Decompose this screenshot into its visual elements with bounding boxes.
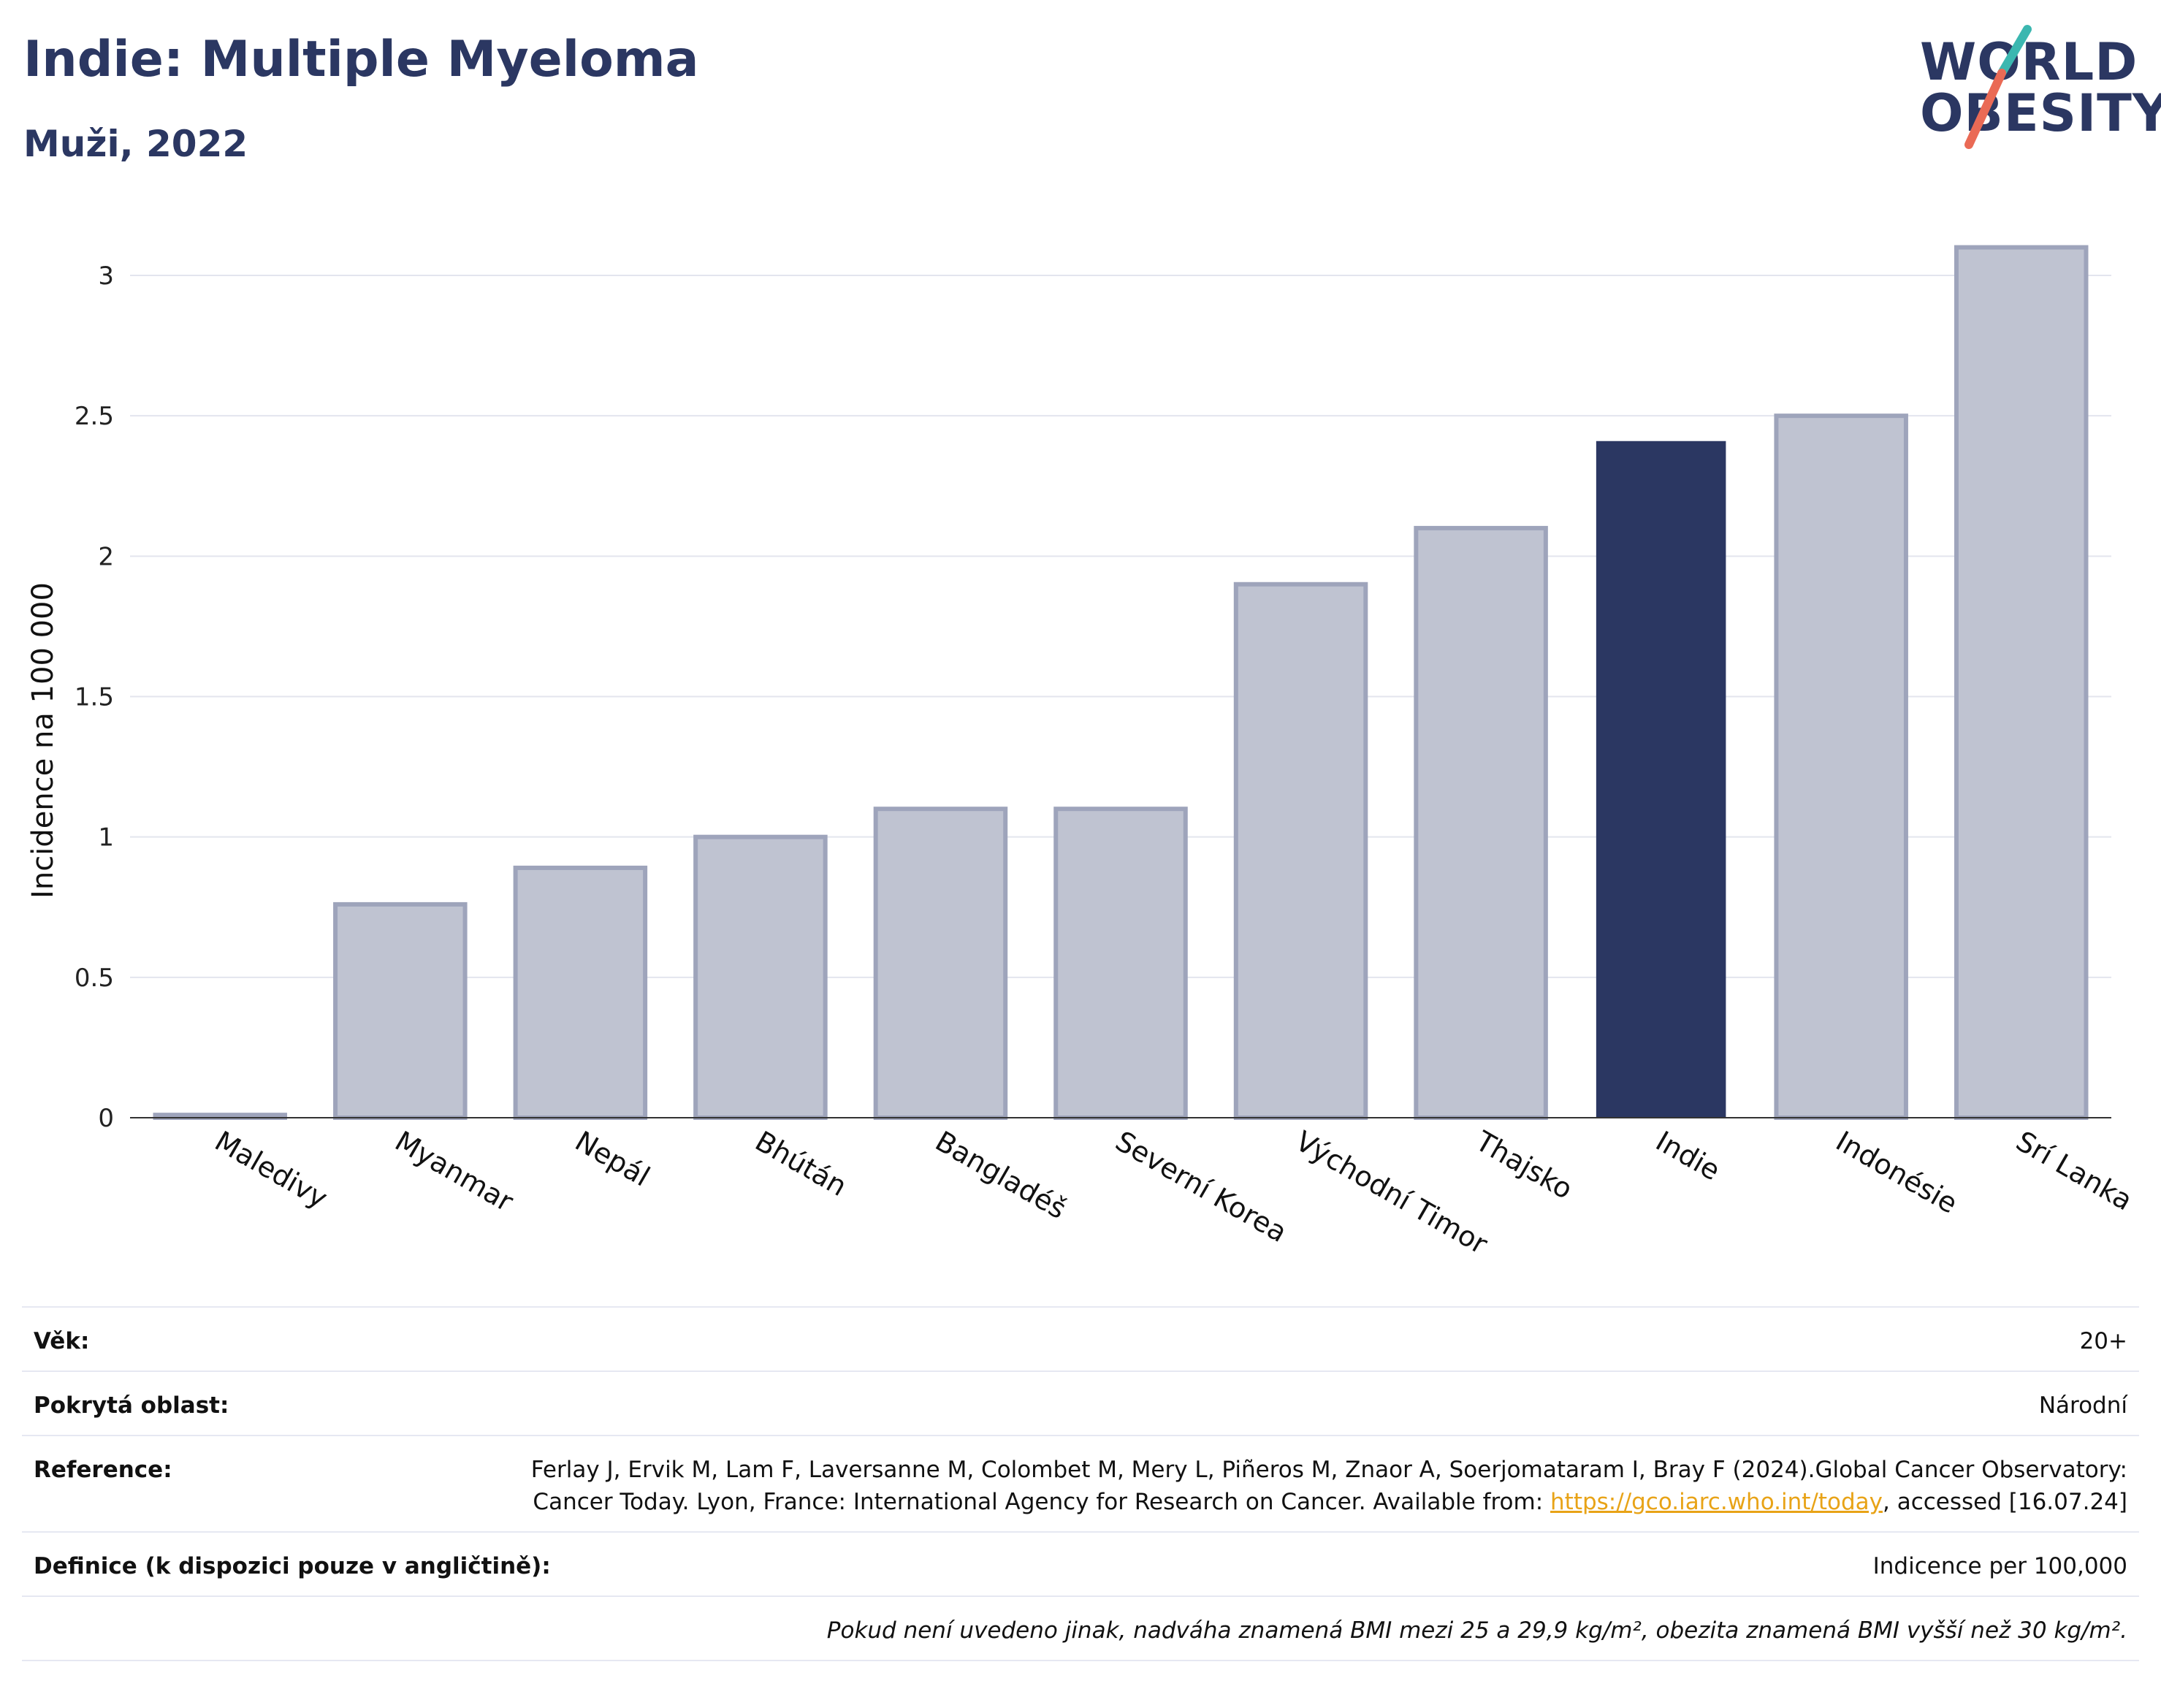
bar-bangladéš[interactable] [873,807,1008,1120]
bar-indonésie[interactable] [1774,413,1908,1120]
bar-bhútán[interactable] [693,834,828,1120]
meta-row-age: Věk: 20+ [22,1306,2139,1370]
age-value: 20+ [2079,1328,2127,1354]
bmi-note: Pokud není uvedeno jinak, nadváha znamen… [826,1617,2127,1644]
y-tick-label: 0 [98,1104,114,1133]
bar-indie[interactable] [1596,441,1726,1118]
y-tick-label: 2 [98,542,114,571]
x-tick-labels: Maledivy Myanmar Nepál Bhútán Bangladéš Sever… [210,1124,2138,1260]
meta-row-note: Pokud není uvedeno jinak, nadváha znamen… [22,1595,2139,1661]
meta-row-area: Pokrytá oblast: Národní [22,1370,2139,1435]
age-label: Věk: [34,1328,90,1354]
y-tick-label: 2.5 [75,402,114,431]
x-tick-label: Srí Lanka [2011,1125,2138,1217]
y-axis-title: Incidence na 100 000 [26,582,60,899]
definition-value: Indicence per 100,000 [1872,1553,2127,1579]
x-tick-label: Indonésie [1831,1125,1963,1220]
bar-myanmar[interactable] [333,901,468,1120]
metadata-table: Věk: 20+ Pokrytá oblast: Národní Referen… [22,1306,2139,1661]
x-tick-label: Východní Timor [1290,1125,1493,1261]
reference-link[interactable]: https://gco.iarc.who.int/today [1550,1489,1883,1515]
bars [153,245,2089,1121]
y-tick-label: 1.5 [75,683,114,712]
bar-chart: 0 0.5 1 1.5 2 2.5 3 Maledivy Myanmar Nepál Bhútán… [26,245,2138,1260]
definition-label: Definice (k dispozici pouze v angličtině… [34,1553,551,1579]
x-tick-label: Indie [1650,1125,1726,1187]
meta-row-reference: Reference: Ferlay J, Ervik M, Lam F, Lav… [22,1435,2139,1531]
bar-thajsko[interactable] [1414,525,1548,1120]
chart-title: Indie: Multiple Myeloma [23,31,699,88]
reference-suffix: , accessed [16.07.24] [1882,1489,2127,1515]
chart-subtitle: Muži, 2022 [23,123,248,165]
logo-line-2: OBESITY [1920,83,2161,143]
x-tick-label: Myanmar [389,1125,519,1219]
y-tick-label: 0.5 [75,964,114,993]
x-tick-label: Thajsko [1470,1124,1578,1205]
x-tick-label: Severní Korea [1110,1125,1293,1248]
x-tick-label: Bangladéš [930,1125,1072,1225]
bar-srí-lanka[interactable] [1954,245,2089,1121]
area-value: Národní [2038,1392,2127,1419]
x-tick-label: Nepál [570,1125,655,1193]
world-obesity-logo[interactable]: WORLD OBESITY [1907,22,2161,153]
reference-label: Reference: [34,1457,172,1483]
logo-slash-icon [1964,25,2032,149]
y-tick-label: 1 [98,823,114,853]
logo-line-1: WORLD [1920,32,2138,92]
x-tick-label: Bhútán [750,1125,852,1202]
area-label: Pokrytá oblast: [34,1392,229,1419]
meta-row-definition: Definice (k dispozici pouze v angličtině… [22,1531,2139,1595]
bar-severní-korea[interactable] [1053,807,1188,1120]
bar-východní-timor[interactable] [1233,582,1368,1120]
y-tick-label: 3 [98,262,114,291]
y-tick-labels: 0 0.5 1 1.5 2 2.5 3 [75,262,114,1133]
x-tick-label: Maledivy [210,1125,333,1215]
bar-nepál[interactable] [513,865,648,1121]
reference-text: Ferlay J, Ervik M, Lam F, Laversanne M, … [530,1457,2127,1515]
reference-value: Ferlay J, Ervik M, Lam F, Laversanne M, … [447,1454,2127,1518]
